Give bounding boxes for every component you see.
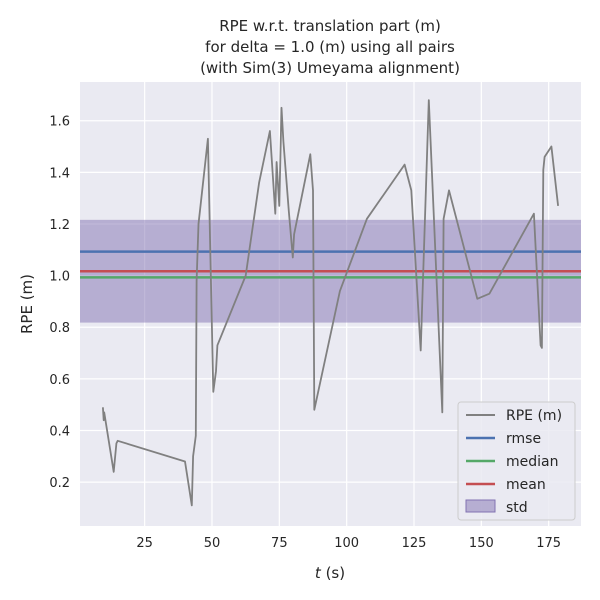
legend-label-rmse: rmse (506, 431, 541, 447)
title-line-3: (with Sim(3) Umeyama alignment) (200, 59, 460, 77)
x-axis-label: t (s) (315, 564, 345, 582)
x-tick-labels: 25 50 75 100 125 150 175 (136, 536, 561, 551)
y-tick-label: 0.4 (49, 424, 70, 439)
x-tick-label: 175 (536, 536, 561, 551)
x-tick-label: 100 (334, 536, 359, 551)
legend-label-rpe: RPE (m) (506, 408, 562, 424)
title-line-2: for delta = 1.0 (m) using all pairs (205, 38, 455, 56)
legend: RPE (m) rmse median mean std (457, 401, 576, 521)
legend-swatch-std (465, 499, 496, 513)
x-tick-label: 150 (469, 536, 494, 551)
rpe-series-line (102, 99, 559, 507)
chart-title: RPE w.r.t. translation part (m) for delt… (200, 17, 460, 77)
legend-box (457, 401, 576, 521)
x-axis-variable: t (315, 564, 322, 582)
x-axis-unit: (s) (321, 564, 345, 582)
y-tick-label: 0.2 (49, 476, 70, 491)
grid-lines (80, 82, 581, 526)
y-tick-label: 1.0 (49, 270, 70, 285)
x-tick-label: 25 (136, 536, 153, 551)
y-axis-label: RPE (m) (18, 274, 36, 334)
legend-label-mean: mean (506, 477, 546, 493)
legend-label-std: std (506, 500, 528, 516)
legend-label-median: median (506, 454, 558, 470)
y-tick-label: 1.4 (49, 166, 70, 181)
y-tick-label: 1.2 (49, 218, 70, 233)
y-tick-labels: 0.2 0.4 0.6 0.8 1.0 1.2 1.4 1.6 (49, 115, 70, 491)
y-tick-label: 0.6 (49, 373, 70, 388)
y-tick-label: 0.8 (49, 321, 70, 336)
x-tick-label: 50 (204, 536, 221, 551)
x-tick-label: 75 (271, 536, 288, 551)
y-tick-label: 1.6 (49, 115, 70, 130)
title-line-1: RPE w.r.t. translation part (m) (219, 17, 441, 35)
x-tick-label: 125 (402, 536, 427, 551)
